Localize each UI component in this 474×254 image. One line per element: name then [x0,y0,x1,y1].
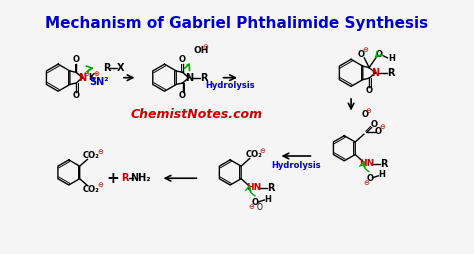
Text: +: + [106,171,118,186]
Text: HN: HN [359,159,374,168]
Text: O: O [361,110,368,119]
Text: ⊖: ⊖ [379,124,385,131]
Text: NH₂: NH₂ [130,173,151,183]
Text: R: R [201,73,208,83]
Text: N: N [371,68,380,78]
Text: O: O [358,50,365,58]
Text: O: O [375,127,382,136]
Text: ⊖: ⊖ [363,180,369,186]
Text: SN²: SN² [89,76,109,87]
Text: CO₂: CO₂ [245,150,262,159]
Text: CO₂: CO₂ [83,185,100,194]
Text: R: R [381,159,388,169]
Text: Hydrolysis: Hydrolysis [205,81,255,90]
Text: O: O [73,55,80,64]
Text: K: K [88,73,94,82]
Text: ⊖: ⊖ [249,204,255,210]
Text: ⊖: ⊖ [366,108,372,114]
Text: O: O [371,120,378,129]
Text: CO₂: CO₂ [83,151,100,160]
Text: ⊖: ⊖ [97,149,103,155]
Text: O: O [179,91,186,100]
Text: ⊖: ⊖ [362,47,368,53]
Text: ChemistNotes.com: ChemistNotes.com [130,108,263,121]
Text: O: O [365,86,373,95]
Text: ⊖: ⊖ [97,182,103,188]
Text: ⊖: ⊖ [259,148,265,154]
Text: R: R [267,183,275,193]
Text: R: R [121,173,128,183]
Text: O: O [179,55,186,64]
Text: Mechanism of Gabriel Phthalimide Synthesis: Mechanism of Gabriel Phthalimide Synthes… [46,16,428,31]
Text: N: N [79,73,87,83]
Text: O: O [366,174,373,183]
Text: OH: OH [193,46,209,55]
Text: O: O [252,198,259,207]
Text: ⊖: ⊖ [202,44,208,50]
Text: N: N [185,73,193,83]
Text: ⊕: ⊕ [93,71,99,77]
Text: X: X [117,63,125,73]
Text: R: R [387,68,395,78]
Text: Hydrolysis: Hydrolysis [271,161,321,170]
Text: O: O [256,203,263,212]
Text: H: H [378,170,385,179]
Text: O: O [375,51,383,59]
Text: HN: HN [246,183,261,192]
Text: H: H [264,195,271,203]
Text: ⊖: ⊖ [83,71,89,77]
Text: R: R [103,63,110,73]
Text: H: H [388,54,395,63]
Text: O: O [73,91,80,100]
